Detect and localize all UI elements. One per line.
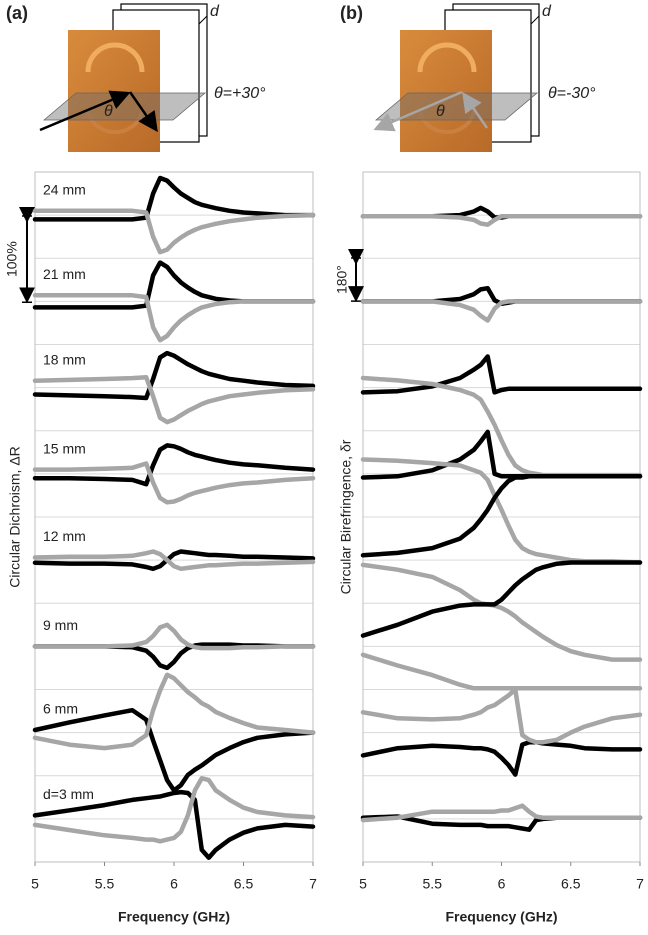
series-line [363, 357, 640, 393]
x-tick-label: 6.5 [561, 876, 581, 892]
trace-label: d=3 mm [43, 786, 94, 802]
x-tick-label: 5.5 [423, 876, 443, 892]
series-line [363, 565, 640, 660]
y-axis-label: Circular Dichroism, ΔR [7, 446, 23, 588]
series-line [35, 211, 313, 252]
page: (a) d θ θ=+30° (b) d θ θ=-30° 5 5.5 6 6.5 7 F… [0, 0, 648, 935]
x-tick-label: 6.5 [234, 876, 254, 892]
x-tick-label: 5 [31, 876, 39, 892]
x-tick-label: 7 [636, 876, 644, 892]
trace-label: 9 mm [43, 617, 78, 633]
trace-label: 15 mm [43, 440, 86, 456]
series-line [363, 806, 640, 820]
panel-label: (a) [6, 3, 28, 23]
series-line [363, 563, 640, 636]
inset-b: (b) d θ θ=-30° [340, 3, 596, 152]
thickness-symbol: d [210, 3, 220, 20]
x-tick-label: 5.5 [95, 876, 115, 892]
thickness-symbol: d [542, 3, 552, 20]
x-axis-label: Frequency (GHz) [118, 909, 230, 925]
y-axis-label: Circular Birefringence, δr [338, 439, 354, 594]
inset-a: (a) d θ θ=+30° [6, 3, 266, 152]
x-tick-label: 6 [498, 876, 506, 892]
figure: (a) d θ θ=+30° (b) d θ θ=-30° 5 5.5 6 6.5 7 F… [0, 0, 648, 935]
x-tick-label: 6 [170, 876, 178, 892]
series-line [35, 295, 313, 340]
scale-bar-label: 180° [334, 265, 350, 294]
trace-label: 6 mm [43, 701, 78, 717]
trace-label: 21 mm [43, 266, 86, 282]
series-line [363, 301, 640, 320]
x-tick-label: 7 [309, 876, 317, 892]
series-line [363, 690, 640, 743]
series-line [363, 655, 640, 689]
series-line [35, 464, 313, 503]
series-line [363, 476, 640, 555]
angle-label: θ=-30° [548, 85, 596, 102]
panel-label: (b) [340, 3, 363, 23]
x-tick-label: 5 [359, 876, 367, 892]
trace-label: 12 mm [43, 528, 86, 544]
scale-bar-label: 100% [4, 241, 20, 277]
series-line [363, 742, 640, 774]
series-line [363, 216, 640, 224]
angle-symbol: θ [104, 103, 113, 120]
series-line [35, 710, 313, 790]
angle-label: θ=+30° [214, 85, 266, 102]
angle-symbol: θ [436, 103, 445, 120]
x-axis-label: Frequency (GHz) [445, 909, 557, 925]
trace-label: 24 mm [43, 182, 86, 198]
trace-label: 18 mm [43, 351, 86, 367]
